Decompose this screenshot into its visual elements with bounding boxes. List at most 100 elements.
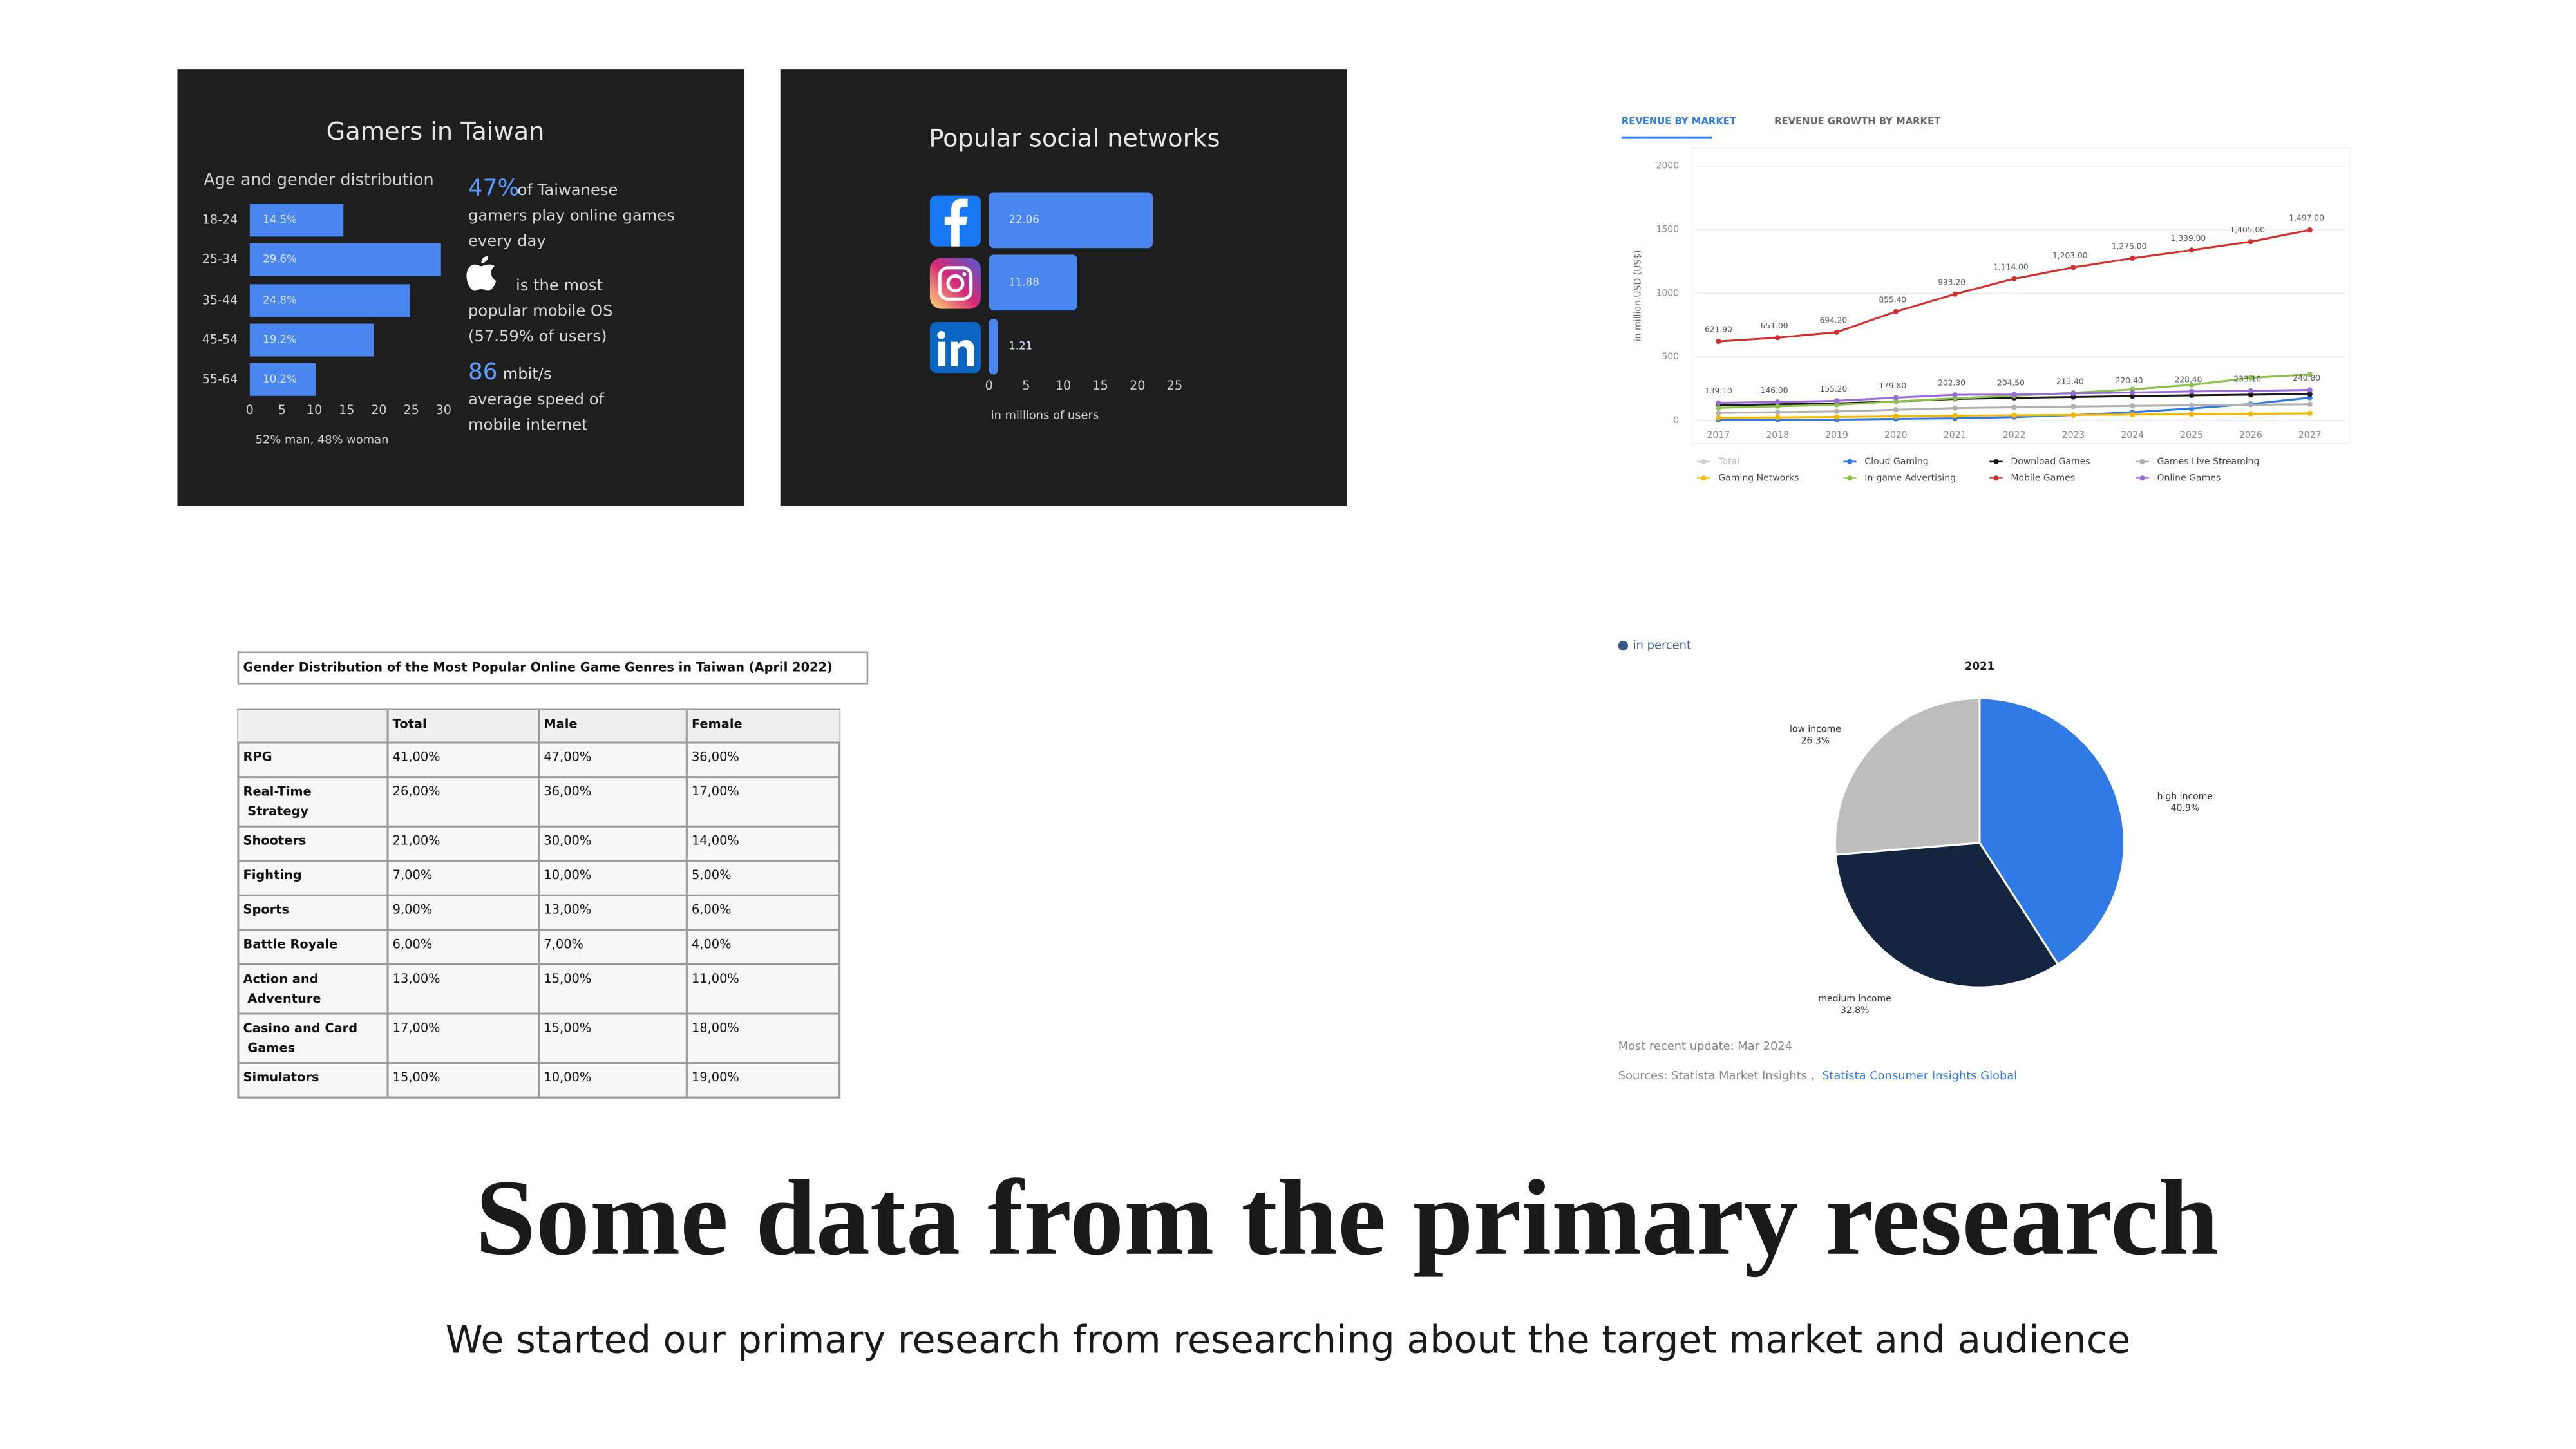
x-tick-label: 2018	[1766, 430, 1789, 440]
table-cell: 7,00%	[544, 936, 583, 951]
point	[2307, 401, 2313, 407]
y-tick-label: 1000	[1656, 288, 1679, 298]
annotation-text: is the most	[516, 276, 603, 294]
value-label: 202.30	[1938, 379, 1965, 388]
column-header: Male	[544, 716, 577, 731]
value-label: 1,497.00	[2289, 214, 2324, 223]
point	[2070, 412, 2076, 418]
legend-dot	[2139, 475, 2145, 481]
row-header: RPG	[243, 750, 272, 764]
bar	[989, 192, 1153, 249]
point	[1893, 399, 1899, 404]
row-header: Simulators	[243, 1070, 319, 1084]
legend-label[interactable]: Gaming Networks	[1718, 473, 1799, 483]
point	[1833, 398, 1840, 404]
value-label: 14.5%	[263, 213, 297, 225]
point	[1716, 410, 1721, 416]
tab[interactable]: REVENUE BY MARKET	[1622, 116, 1736, 127]
value-label: 19.2%	[263, 334, 297, 346]
x-axis-label: 52% man, 48% woman	[256, 433, 389, 447]
table-cell: 36,00%	[544, 784, 591, 799]
table-caption-box	[237, 651, 869, 685]
slide-subtitle: We started our primary research from res…	[446, 1318, 2130, 1361]
row-header: Shooters	[243, 833, 307, 848]
point	[2130, 403, 2136, 409]
instagram-icon-dot	[962, 272, 967, 277]
table-cell: 47,00%	[544, 750, 591, 764]
row-header-line: Adventure	[243, 991, 321, 1006]
x-tick-label: 25	[1167, 378, 1182, 393]
annotation-text: average speed of	[468, 390, 605, 408]
point	[2307, 387, 2313, 393]
annotation-text: every day	[468, 232, 546, 250]
column-header: Female	[692, 716, 743, 731]
annotation-text: mobile internet	[468, 416, 588, 434]
point	[2248, 392, 2253, 398]
point	[2130, 255, 2136, 261]
value-label: 213.40	[2056, 377, 2084, 386]
point	[1775, 409, 1781, 415]
table-cell: 17,00%	[393, 1020, 440, 1035]
x-tick-label: 2019	[1825, 430, 1848, 440]
table-cell: 19,00%	[692, 1070, 739, 1084]
legend-label[interactable]: Games Live Streaming	[2157, 457, 2259, 467]
row-header-line: Real-Time	[243, 784, 312, 799]
table-cell: 4,00%	[692, 936, 732, 951]
table-cell: 13,00%	[544, 902, 591, 917]
chart-title: Gamers in Taiwan	[327, 117, 545, 146]
x-tick-label: 25	[403, 402, 419, 417]
legend-label[interactable]: In-game Advertising	[1864, 473, 1956, 483]
legend-label[interactable]: Mobile Games	[2011, 473, 2074, 483]
x-tick-label: 2021	[1944, 430, 1967, 440]
facebook-icon-glyph	[944, 198, 968, 247]
point	[2070, 265, 2076, 270]
point	[1833, 329, 1840, 335]
legend-label[interactable]: Download Games	[2011, 457, 2090, 467]
bar	[249, 323, 374, 357]
instagram-icon-lens	[946, 274, 965, 293]
x-axis-label: in millions of users	[991, 408, 1099, 422]
annotation-text: gamers play online games	[468, 206, 675, 224]
annotation-text: of Taiwanese	[518, 181, 618, 199]
x-tick-label: 20	[371, 402, 386, 417]
legend-dot	[1993, 475, 1999, 481]
value-label: 29.6%	[263, 253, 297, 265]
source-link[interactable]: Statista Consumer Insights Global	[1822, 1069, 2017, 1083]
legend-label[interactable]: Online Games	[2157, 473, 2221, 483]
category-label: 25-34	[202, 252, 238, 267]
point	[2130, 390, 2136, 395]
value-label: 993.20	[1938, 278, 1965, 287]
row-header-line: Games	[243, 1040, 296, 1055]
point	[2307, 372, 2313, 377]
slice-value: 40.9%	[2171, 803, 2200, 813]
table-cell: 10,00%	[544, 867, 591, 882]
point	[2070, 404, 2076, 410]
point	[1716, 339, 1721, 345]
point	[2248, 388, 2253, 394]
footer: Most recent update: Mar 2024	[1618, 1039, 1792, 1053]
annotation-text: mbit/s	[503, 365, 552, 383]
value-label: 233.10	[2233, 375, 2261, 384]
x-tick-label: 2027	[2298, 430, 2322, 440]
legend-label[interactable]: Cloud Gaming	[1864, 457, 1928, 467]
table-cell: 9,00%	[393, 902, 433, 917]
value-label: 11.88	[1009, 276, 1039, 288]
legend-label[interactable]: Total	[1718, 457, 1739, 467]
x-tick-label: 2024	[2121, 430, 2144, 440]
value-label: 1.21	[1009, 340, 1032, 352]
point	[2070, 394, 2076, 400]
point	[1952, 392, 1958, 398]
value-label: 1,203.00	[2052, 251, 2087, 260]
legend-dot	[2139, 459, 2145, 464]
legend-dot	[1993, 459, 1999, 464]
point	[1893, 308, 1899, 315]
point	[1775, 335, 1781, 341]
table-cell: 14,00%	[692, 833, 739, 848]
table-cell: 6,00%	[692, 902, 732, 917]
point	[1833, 408, 1840, 414]
chart-title: 2021	[1965, 660, 1994, 672]
tab[interactable]: REVENUE GROWTH BY MARKET	[1774, 116, 1940, 127]
row-header-line: Casino and Card	[243, 1020, 358, 1035]
value-label: 621.90	[1705, 325, 1732, 334]
